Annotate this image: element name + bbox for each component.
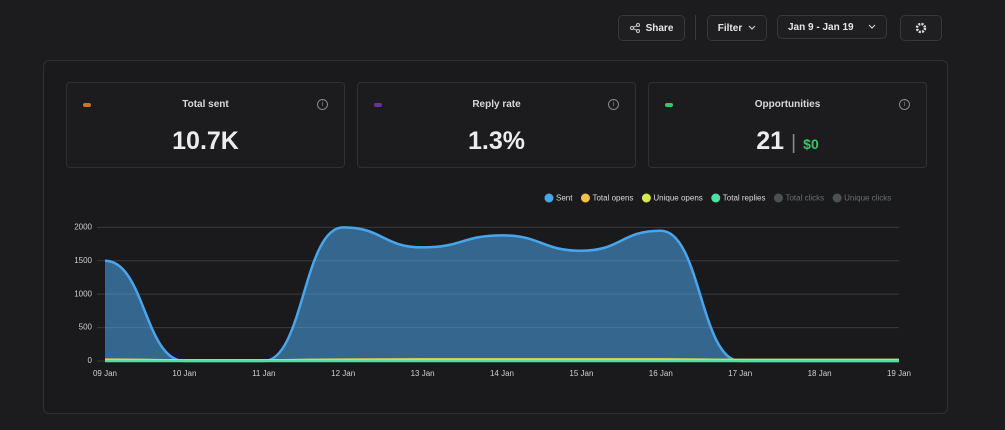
legend-swatch	[641, 193, 651, 203]
card-value: 21	[756, 127, 785, 155]
separator: |	[791, 132, 797, 154]
y-tick-label: 1500	[74, 256, 92, 265]
card-value: 10.7K	[172, 127, 239, 155]
share-button[interactable]: Share	[618, 15, 685, 41]
legend-swatch	[580, 193, 590, 203]
legend-swatch	[832, 193, 842, 203]
x-tick-label: 09 Jan	[93, 369, 117, 378]
x-tick-label: 19 Jan	[887, 369, 911, 378]
gear-icon	[915, 22, 927, 34]
card-dot	[374, 103, 382, 107]
stat-card: Opportunities i 21 | $0	[648, 82, 927, 168]
card-dot	[83, 103, 91, 107]
card-title: Total sent	[182, 99, 229, 110]
x-tick-label: 11 Jan	[252, 369, 275, 378]
x-tick-label: 13 Jan	[411, 369, 435, 378]
x-tick-label: 18 Jan	[808, 369, 832, 378]
info-icon[interactable]: i	[608, 99, 619, 110]
card-dot	[665, 103, 673, 107]
x-tick-label: 12 Jan	[331, 369, 355, 378]
legend-label: Total clicks	[785, 194, 824, 203]
legend-item[interactable]: Unique opens	[641, 193, 703, 203]
legend-label: Unique opens	[653, 194, 702, 203]
legend-item[interactable]: Sent	[544, 193, 574, 203]
info-icon[interactable]: i	[317, 99, 328, 110]
legend-label: Total opens	[592, 194, 633, 203]
x-tick-label: 16 Jan	[649, 369, 673, 378]
chevron	[748, 25, 756, 30]
legend-swatch	[773, 193, 783, 203]
y-tick-label: 0	[88, 356, 93, 365]
card-value: 1.3%	[468, 127, 525, 155]
stat-card: Total sent i 10.7K	[66, 82, 345, 168]
filter-label: Filter	[717, 22, 743, 34]
card-title: Opportunities	[754, 99, 821, 110]
chevron	[868, 24, 876, 29]
legend-item[interactable]: Total clicks	[773, 193, 824, 203]
x-tick-label: 10 Jan	[172, 369, 196, 378]
legend-item[interactable]: Total opens	[580, 193, 633, 203]
share-label: Share	[645, 22, 674, 34]
stat-card: Reply rate i 1.3%	[357, 82, 636, 168]
card-values: 21 | $0	[649, 127, 926, 156]
legend-swatch	[711, 193, 721, 203]
x-tick-label: 14 Jan	[490, 369, 514, 378]
legend-swatch	[544, 193, 554, 203]
area-fill	[105, 227, 899, 361]
date-range-button[interactable]: Jan 9 - Jan 19	[777, 15, 887, 39]
y-tick-label: 2000	[74, 222, 92, 231]
date-range-label: Jan 9 - Jan 19	[788, 21, 854, 33]
info-icon[interactable]: i	[899, 99, 910, 110]
card-amount: $0	[803, 136, 819, 152]
divider	[695, 15, 696, 40]
x-tick-label: 15 Jan	[569, 369, 593, 378]
y-tick-label: 1000	[74, 289, 92, 298]
y-tick-label: 500	[79, 323, 93, 332]
filter-button[interactable]: Filter	[707, 15, 767, 41]
legend-label: Unique clicks	[844, 194, 891, 203]
settings-button[interactable]	[900, 15, 942, 41]
legend-item[interactable]: Total replies	[711, 193, 766, 203]
legend-label: Sent	[556, 194, 573, 203]
x-tick-label: 17 Jan	[728, 369, 752, 378]
legend-item[interactable]: Unique clicks	[832, 193, 892, 203]
share-icon	[629, 23, 640, 33]
card-title: Reply rate	[472, 99, 521, 110]
legend-label: Total replies	[723, 194, 766, 203]
